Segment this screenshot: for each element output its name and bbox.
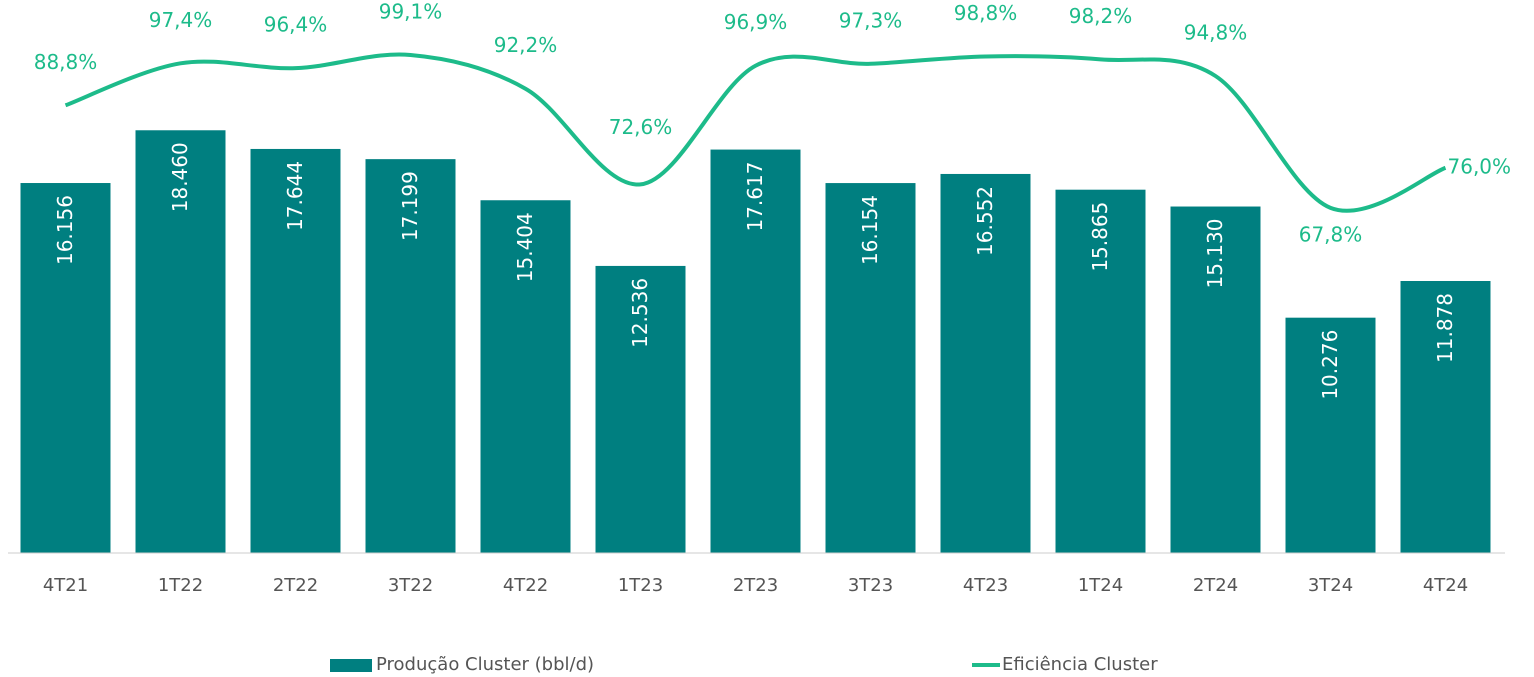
line-label: 72,6% [609,115,673,139]
bar [1170,206,1261,553]
line-label: 99,1% [379,0,443,23]
bar [250,148,341,553]
bar [940,173,1031,553]
bar-label: 17.199 [398,171,422,241]
line-label: 97,3% [839,8,903,32]
line-label: 97,4% [149,8,213,32]
line-label: 96,4% [264,13,328,37]
bar [825,183,916,553]
bar-label: 16.552 [973,186,997,256]
line-label: 94,8% [1184,20,1248,44]
bar [480,200,571,553]
line-label: 67,8% [1299,222,1363,246]
bar-label: 18.460 [168,142,192,212]
bar-label: 15.130 [1203,219,1227,289]
bar [1055,189,1146,553]
bar-label: 17.644 [283,161,307,231]
bar [365,159,456,554]
bar-label: 12.536 [628,278,652,348]
legend-swatch [330,659,372,672]
bar [710,149,801,554]
bar-label: 10.276 [1318,330,1342,400]
bar [1285,317,1376,553]
line-label: 88,8% [34,50,98,74]
line [64,52,1447,213]
x-tick-label: 3T24 [1308,575,1353,596]
line-label: 98,2% [1069,4,1133,28]
x-tick-label: 1T23 [618,575,663,596]
x-tick-label: 2T24 [1193,575,1238,596]
bar-label: 15.404 [513,212,537,282]
x-tick-label: 4T22 [503,575,548,596]
bar [1400,280,1491,553]
line-label: 96,9% [724,10,788,34]
bar-label: 15.865 [1088,202,1112,272]
x-tick-label: 1T24 [1078,575,1123,596]
bar-label: 11.878 [1433,293,1457,363]
bar-label: 17.617 [743,162,767,232]
x-tick-label: 3T23 [848,575,893,596]
legend-label: Eficiência Cluster [1002,654,1158,675]
bar [135,130,226,554]
line-label: 76,0% [1448,154,1512,178]
legend-label: Produção Cluster (bbl/d) [376,654,594,675]
line-label: 92,2% [494,33,558,57]
x-tick-label: 2T22 [273,575,318,596]
x-tick-label: 4T24 [1423,575,1468,596]
bar [595,265,686,553]
bar-label: 16.156 [53,195,77,265]
x-tick-label: 1T22 [158,575,203,596]
line-label: 98,8% [954,1,1018,25]
bar [20,183,111,554]
x-tick-label: 4T21 [43,575,88,596]
bar-label: 16.154 [858,195,882,265]
x-tick-label: 4T23 [963,575,1008,596]
x-tick-label: 3T22 [388,575,433,596]
x-tick-label: 2T23 [733,575,778,596]
